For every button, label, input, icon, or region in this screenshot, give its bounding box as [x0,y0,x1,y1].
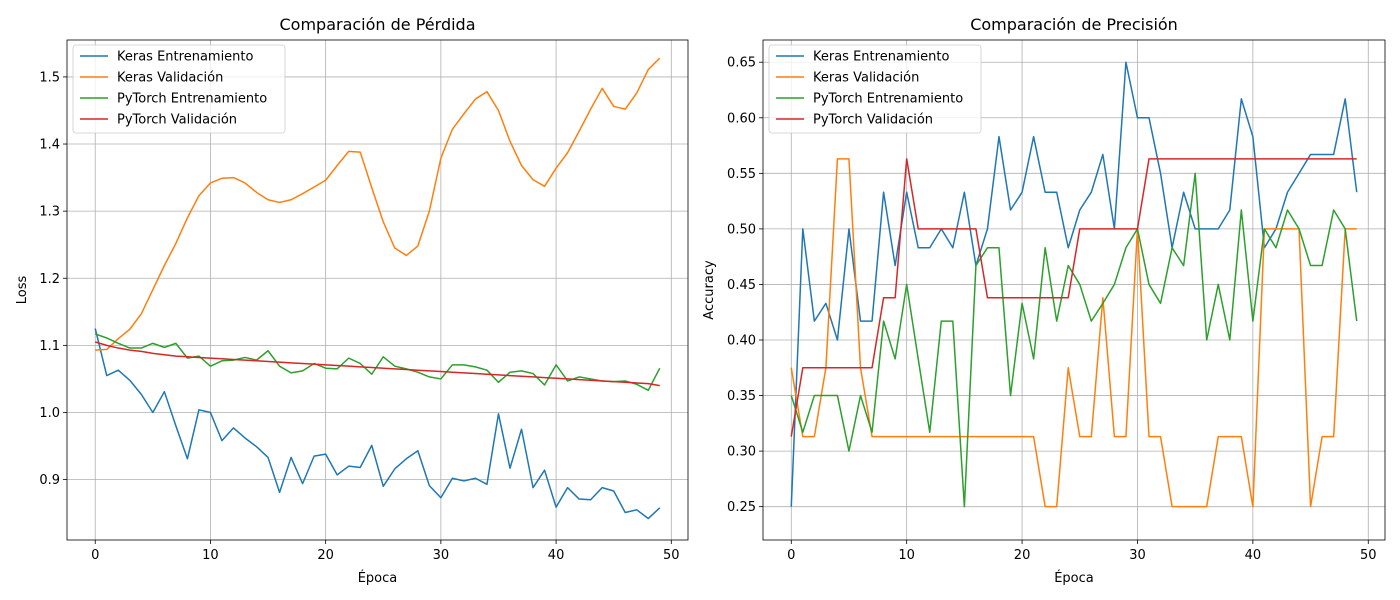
y-tick-label: 0.50 [727,222,756,237]
y-tick-label: 1.3 [39,205,60,220]
series-line-1 [790,61,1358,507]
legend-box [72,44,286,134]
y-axis-label: Loss [15,276,30,305]
legend-box [768,44,982,134]
x-axis-label: Época [358,570,398,586]
legend: Keras Entrenamiento Keras Validación PyTor… [768,44,982,134]
series-line-3 [94,333,661,392]
legend-label: Keras Validación [813,71,919,86]
y-tick-label: 0.35 [727,389,756,404]
x-tick-label: 30 [433,548,450,563]
y-tick-label: 1.4 [39,138,60,153]
y-tick-label: 0.45 [727,278,756,293]
legend-label: Keras Entrenamiento [117,50,254,65]
legend: Keras Entrenamiento Keras Validación PyTor… [72,44,286,134]
y-tick-label: 0.9 [39,473,60,488]
series-line-4 [95,341,660,387]
x-tick-label: 0 [91,548,99,563]
chart-title: Comparación de Precisión [970,15,1178,34]
x-tick-label: 20 [1014,548,1031,563]
series-line-1 [94,328,661,520]
y-tick-label: 1.2 [39,272,60,287]
chart-panel-2: 0 10 20 30 40 50 0.25 0.30 0.35 0.40 0.45 0.50 0.55 0… [702,15,1386,586]
y-tick-label: 1.5 [39,70,60,85]
x-tick-label: 10 [898,548,915,563]
y-tick-label: 1.1 [39,339,60,354]
y-tick-label: 0.65 [727,56,756,71]
series-line-2 [95,57,661,351]
x-tick-label: 10 [202,548,219,563]
x-tick-label: 20 [317,548,334,563]
x-tick-label: 30 [1129,548,1146,563]
y-tick-label: 1.0 [39,406,60,421]
legend-label: PyTorch Validación [117,113,237,128]
y-tick-label: 0.40 [727,334,756,349]
y-axis-label: Accuracy [702,260,717,320]
x-tick-label: 50 [1360,548,1377,563]
legend-label: Keras Entrenamiento [813,50,950,65]
x-tick-label: 40 [548,548,565,563]
x-tick-label: 40 [1245,548,1262,563]
y-tick-label: 0.60 [727,111,756,126]
y-tick-label: 0.30 [727,445,756,460]
legend-label: PyTorch Entrenamiento [813,92,963,107]
legend-label: PyTorch Entrenamiento [117,92,267,107]
x-tick-label: 50 [663,548,680,563]
legend-label: Keras Validación [117,71,223,86]
axes-frame [66,39,689,541]
series-line-3 [790,172,1358,508]
chart-title: Comparación de Pérdida [279,15,475,34]
x-axis-label: Época [1054,570,1094,586]
y-tick-label: 0.25 [727,500,756,515]
x-tick-label: 0 [787,548,795,563]
series-line-4 [790,158,1357,437]
legend-label: PyTorch Validación [813,113,933,128]
series-line-2 [790,158,1357,508]
axes-frame [762,39,1386,541]
chart-panel-1: 0 10 20 30 40 50 0.9 1.0 1.1 1.2 1.3 1.4 1.5 Comparac… [15,15,689,586]
y-tick-label: 0.55 [727,167,756,182]
